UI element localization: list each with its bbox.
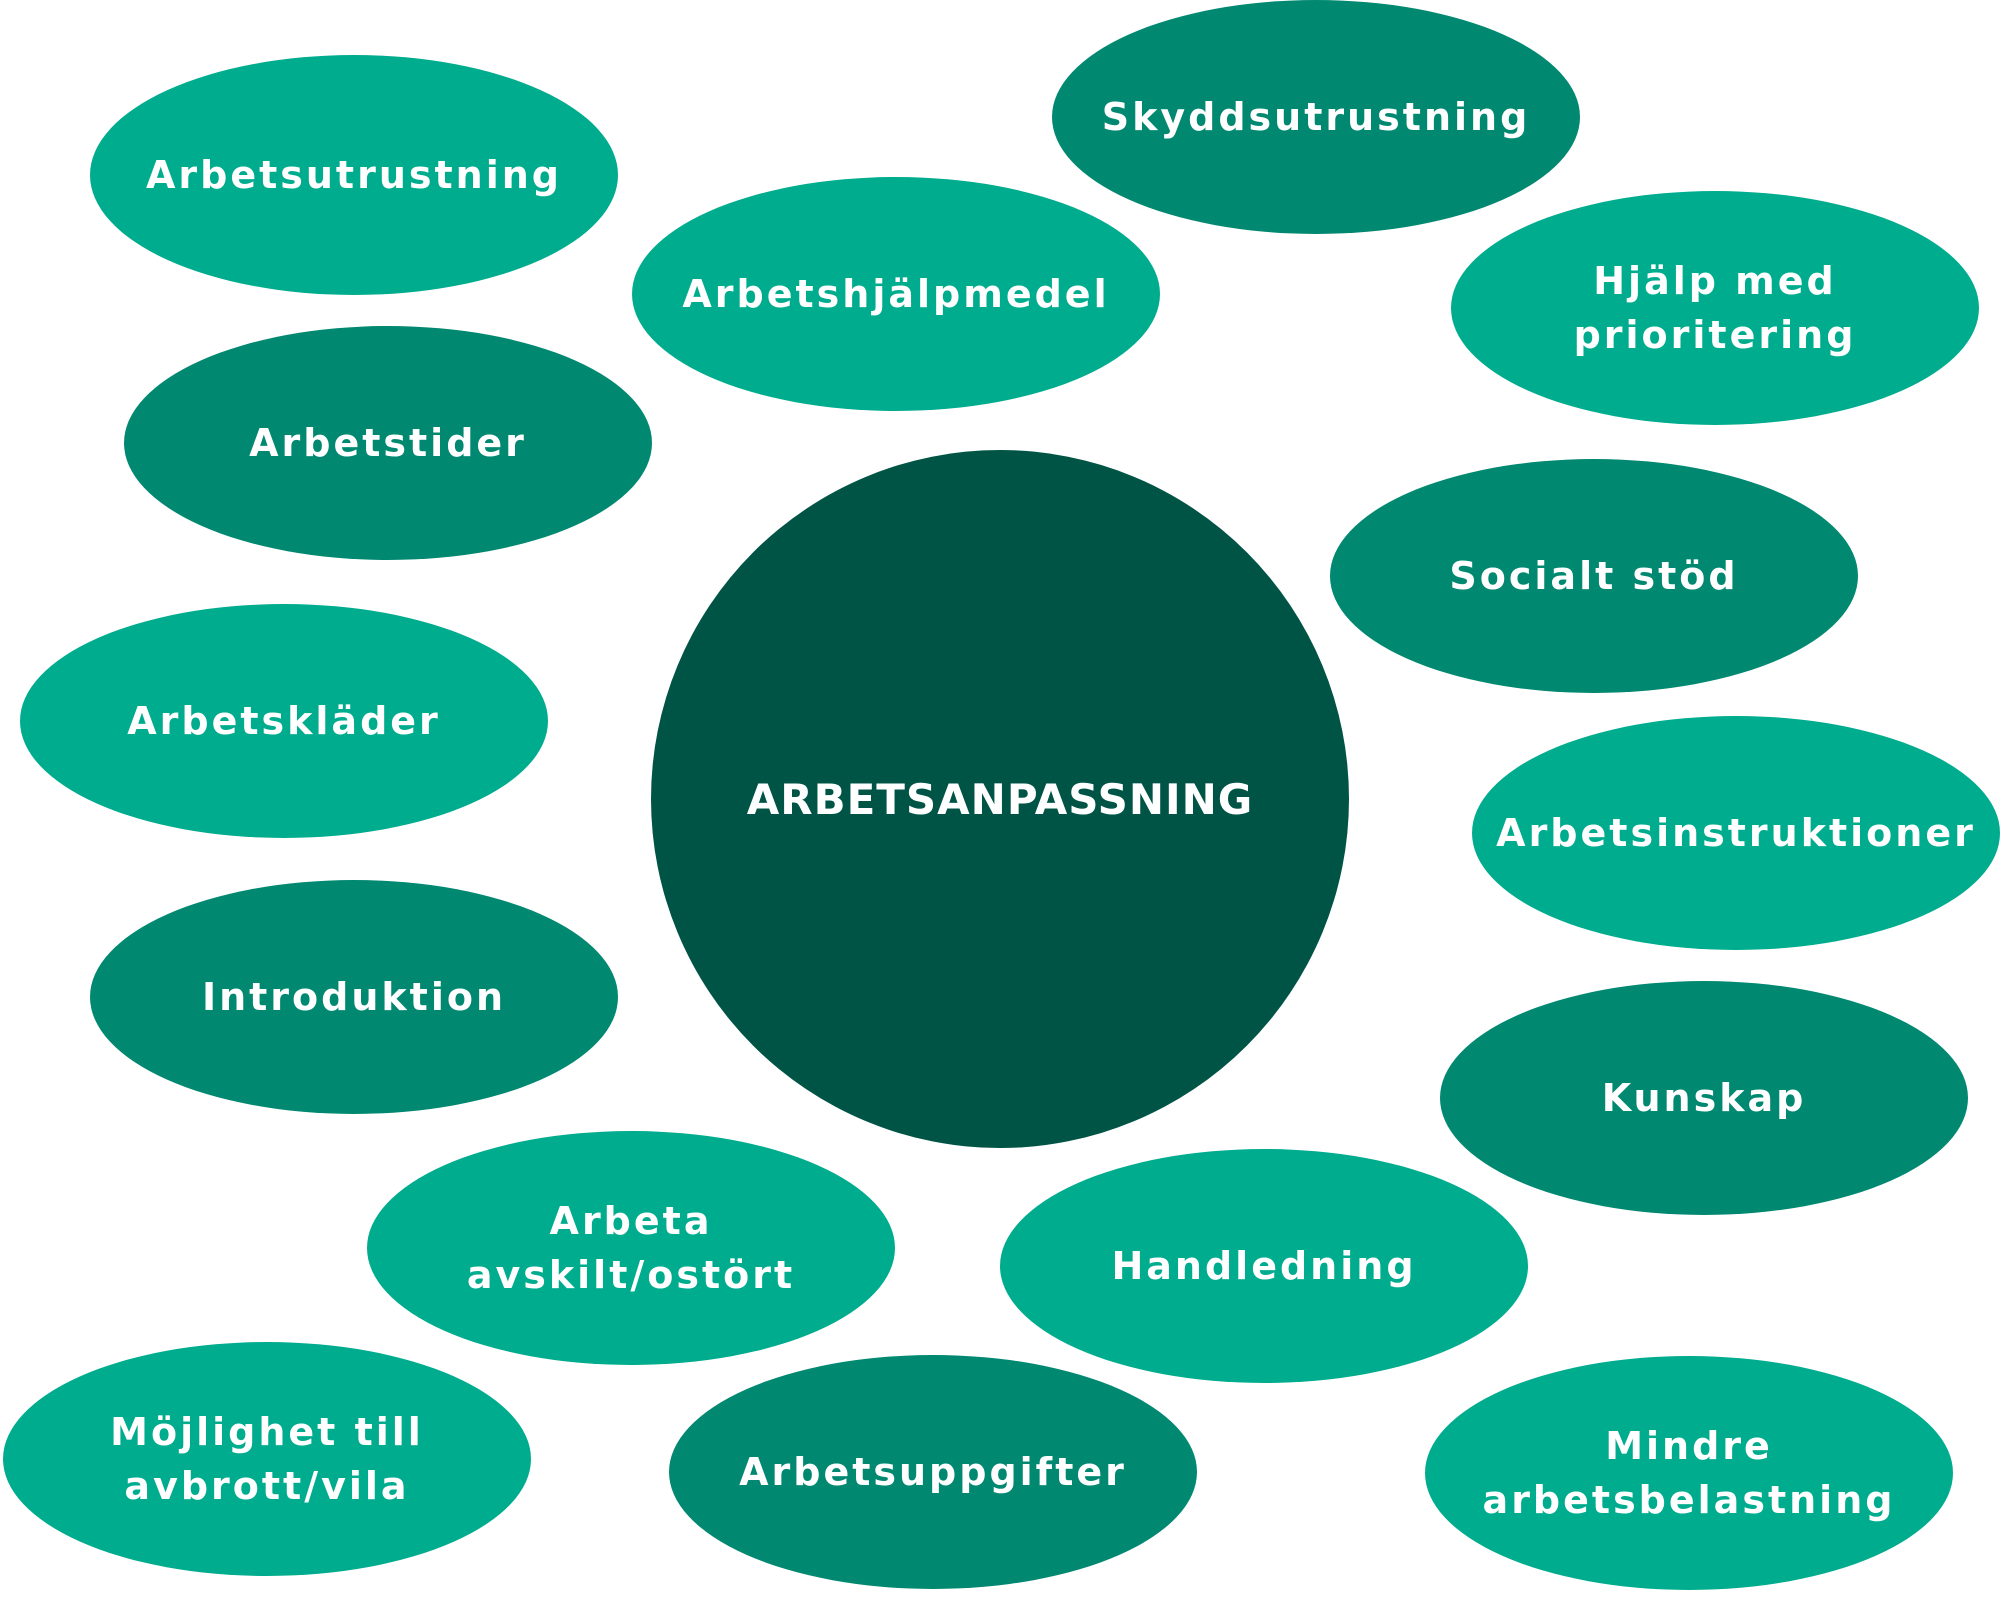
bubble-label: Mindre arbetsbelastning	[1482, 1424, 1896, 1522]
bubble-mojlighet-till-avbrott-vila: Möjlighet till avbrott/vila	[3, 1342, 531, 1576]
bubble-kunskap: Kunskap	[1440, 981, 1968, 1215]
bubble-arbetsinstruktioner: Arbetsinstruktioner	[1472, 716, 2000, 950]
bubble-arbetsklader: Arbetskläder	[20, 604, 548, 838]
bubble-mindre-arbetsbelastning: Mindre arbetsbelastning	[1425, 1356, 1953, 1590]
bubble-arbetsuppgifter: Arbetsuppgifter	[669, 1355, 1197, 1589]
bubble-arbetshjalpmedel: Arbetshjälpmedel	[632, 177, 1160, 411]
bubble-label: Arbetshjälpmedel	[682, 272, 1110, 316]
bubble-label: Arbetsutrustning	[145, 153, 563, 197]
bubble-handledning: Handledning	[1000, 1149, 1528, 1383]
bubble-label: Handledning	[1111, 1244, 1417, 1288]
bubble-label: Kunskap	[1601, 1076, 1807, 1120]
bubble-label: Möjlighet till avbrott/vila	[110, 1410, 424, 1508]
bubble-label: Arbetskläder	[127, 699, 441, 743]
bubble-introduktion: Introduktion	[90, 880, 618, 1114]
center-circle: ARBETSANPASSNING	[651, 450, 1349, 1148]
bubble-arbetstider: Arbetstider	[124, 326, 652, 560]
bubble-label: Skyddsutrustning	[1101, 95, 1531, 139]
bubble-label: Introduktion	[201, 975, 507, 1019]
bubble-label: Arbetsuppgifter	[739, 1450, 1127, 1494]
center-label: ARBETSANPASSNING	[746, 774, 1254, 824]
bubble-label: Socialt stöd	[1449, 554, 1739, 598]
bubble-arbetsutrustning: Arbetsutrustning	[90, 55, 618, 295]
bubble-hjalp-med-prioritering: Hjälp med prioritering	[1451, 191, 1979, 425]
bubble-arbeta-avskilt-ostort: Arbeta avskilt/ostört	[367, 1131, 895, 1365]
bubble-label: Hjälp med prioritering	[1573, 259, 1857, 357]
bubble-label: Arbetstider	[249, 421, 527, 465]
bubble-socialt-stod: Socialt stöd	[1330, 459, 1858, 693]
bubble-label: Arbetsinstruktioner	[1496, 811, 1976, 855]
bubble-label: Arbeta avskilt/ostört	[466, 1199, 796, 1297]
bubble-skyddsutrustning: Skyddsutrustning	[1052, 0, 1580, 234]
